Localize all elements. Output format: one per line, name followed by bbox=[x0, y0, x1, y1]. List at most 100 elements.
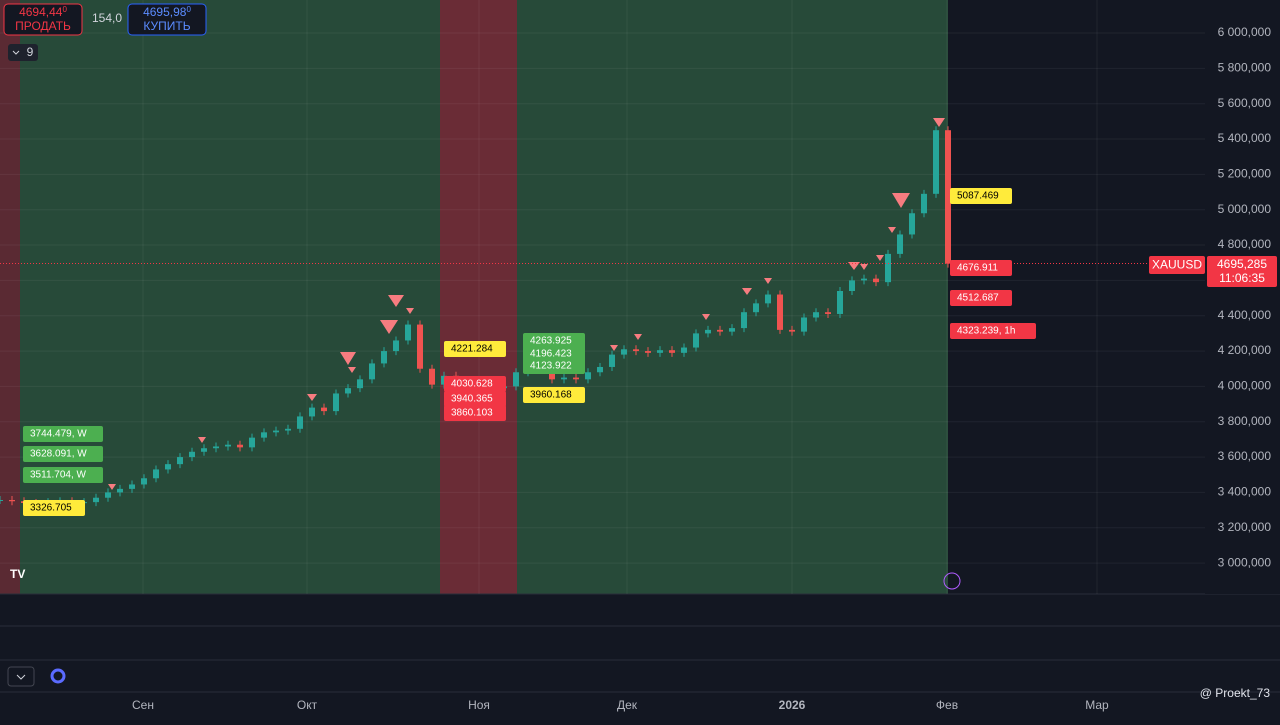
candle bbox=[573, 377, 579, 380]
annotation-label: 3511.704, W bbox=[30, 470, 87, 481]
zone-bearish bbox=[440, 0, 517, 594]
pane-icon bbox=[50, 668, 66, 684]
candle bbox=[225, 444, 231, 447]
candle bbox=[837, 290, 843, 314]
annotation-tag bbox=[523, 358, 585, 374]
annotation-label: 4123.922 bbox=[530, 361, 572, 372]
candle bbox=[717, 329, 723, 332]
candle bbox=[129, 484, 135, 489]
annotation-label: 4323.239, 1h bbox=[957, 326, 1015, 337]
candle bbox=[417, 324, 423, 369]
candle bbox=[309, 407, 315, 417]
candle bbox=[117, 488, 123, 493]
candle bbox=[189, 451, 195, 458]
y-tick-label: 5 000,000 bbox=[1218, 202, 1272, 216]
candle bbox=[621, 349, 627, 355]
zone-bearish bbox=[0, 0, 20, 594]
annotation-label: 4196.423 bbox=[530, 349, 572, 360]
candles bbox=[0, 126, 951, 509]
candle bbox=[273, 430, 279, 433]
y-tick-label: 5 200,000 bbox=[1218, 167, 1272, 181]
candle bbox=[9, 500, 15, 502]
symbol-tag bbox=[1149, 256, 1205, 274]
chevron bbox=[16, 674, 26, 680]
annotations: 5087.469 4676.911 4512.687 4323.239, 1h 4221… bbox=[23, 188, 1036, 516]
candle bbox=[765, 294, 771, 304]
candle bbox=[261, 432, 267, 438]
annotation-label: 3940.365 bbox=[451, 394, 493, 405]
y-tick-label: 4 000,000 bbox=[1218, 379, 1272, 393]
candle bbox=[177, 457, 183, 465]
candle bbox=[909, 213, 915, 235]
annotation-tag bbox=[523, 387, 585, 403]
indicators-toggle[interactable] bbox=[8, 44, 38, 61]
annotation-tag bbox=[23, 446, 103, 462]
candle bbox=[297, 416, 303, 429]
candle bbox=[933, 130, 939, 194]
y-tick-label: 5 400,000 bbox=[1218, 131, 1272, 145]
candle bbox=[873, 278, 879, 283]
event-icon[interactable] bbox=[943, 572, 961, 590]
annotation-tag bbox=[950, 323, 1036, 339]
buy-button[interactable] bbox=[127, 3, 207, 36]
candle bbox=[165, 464, 171, 470]
annotation-tag bbox=[23, 426, 103, 442]
candle bbox=[381, 351, 387, 364]
y-tick-label: 5 800,000 bbox=[1218, 61, 1272, 75]
candle bbox=[657, 350, 663, 353]
symbol-label: XAUUSD bbox=[1152, 258, 1202, 272]
candle bbox=[0, 500, 3, 502]
y-tick-label: 4 800,000 bbox=[1218, 237, 1272, 251]
annotation-label: 3326.705 bbox=[30, 503, 72, 514]
annotation-label: 4221.284 bbox=[451, 344, 493, 355]
x-tick-label: Фев bbox=[936, 698, 958, 712]
candle bbox=[777, 294, 783, 330]
candle bbox=[357, 379, 363, 389]
candle bbox=[705, 329, 711, 334]
candle bbox=[249, 437, 255, 448]
timer: 11:06:35 bbox=[1219, 271, 1265, 285]
candle bbox=[693, 333, 699, 348]
candle bbox=[93, 497, 99, 503]
candle bbox=[813, 312, 819, 318]
sell-label: ПРОДАТЬ bbox=[15, 19, 71, 33]
pane-toggle[interactable] bbox=[7, 666, 35, 687]
y-axis-bg bbox=[1205, 0, 1280, 594]
annotation-tag bbox=[950, 290, 1012, 306]
candle bbox=[801, 317, 807, 332]
candle bbox=[681, 347, 687, 353]
candle bbox=[585, 372, 591, 380]
watermark: @ Proekt_73 bbox=[1200, 686, 1271, 700]
annotation-label: 4263.925 bbox=[530, 336, 572, 347]
x-axis: Сен Окт Ноя Дек 2026 Фев Мар bbox=[132, 698, 1109, 712]
annotation-tag bbox=[444, 376, 506, 392]
candle bbox=[105, 492, 111, 498]
sell-price-sup: 0 bbox=[62, 5, 67, 14]
candle bbox=[633, 349, 639, 352]
y-axis: 6 000,000 5 800,000 5 600,000 5 400,000 5 20… bbox=[1218, 25, 1272, 569]
candle bbox=[885, 253, 891, 283]
buy-price-sup: 0 bbox=[186, 5, 191, 14]
indicator-count: 9 bbox=[27, 45, 34, 59]
zone-bullish bbox=[20, 0, 440, 594]
annotation-label: 3744.479, W bbox=[30, 429, 87, 440]
sell-button[interactable] bbox=[3, 3, 83, 36]
candle bbox=[921, 193, 927, 214]
y-tick-label: 4 200,000 bbox=[1218, 343, 1272, 357]
x-tick-label: 2026 bbox=[779, 698, 806, 712]
y-tick-label: 4 400,000 bbox=[1218, 308, 1272, 322]
candle bbox=[597, 366, 603, 373]
candle bbox=[849, 280, 855, 291]
x-tick-label: Дек bbox=[617, 698, 638, 712]
buy-price: 4695,980 bbox=[143, 5, 191, 19]
candle bbox=[729, 328, 735, 332]
x-tick-label: Ноя bbox=[468, 698, 490, 712]
candle bbox=[741, 312, 747, 329]
candle bbox=[369, 363, 375, 380]
y-tick-label: 3 400,000 bbox=[1218, 485, 1272, 499]
sell-price: 4694,440 bbox=[19, 5, 67, 19]
candle bbox=[405, 324, 411, 341]
x-tick-label: Окт bbox=[297, 698, 318, 712]
spread: 154,0 bbox=[92, 11, 122, 25]
